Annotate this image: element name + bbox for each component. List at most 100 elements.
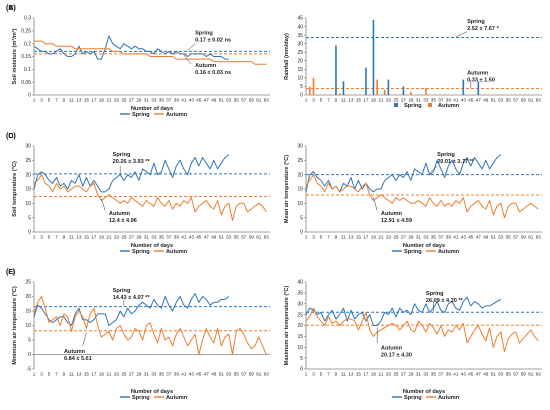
panel-label: (E) [6,269,15,276]
x-tick-label: 19 [99,372,105,377]
x-tick-label: 35 [159,372,165,377]
x-tick-label: 1 [33,98,36,103]
y-tick-label: 20 [297,172,303,178]
x-tick-label: 25 [393,98,399,103]
x-tick-label: 29 [136,98,142,103]
x-tick-label: 1 [305,98,308,103]
x-tick-label: 35 [159,98,165,103]
y-tick-label: 5 [300,84,303,90]
x-tick-label: 9 [335,372,338,377]
x-tick-label: 21 [378,98,384,103]
series-spring [33,154,230,193]
series-line [305,296,502,326]
y-tick-label: 5 [28,215,31,221]
x-axis-title: Number of days [131,389,173,395]
series-autumn [305,174,539,219]
x-tick-label: 43 [461,235,467,240]
x-tick-label: 35 [159,235,165,240]
annotation-text: Spring [437,152,455,158]
y-tick-label: 30 [25,144,31,150]
x-tick-label: 47 [204,98,210,103]
y-tick-label: 0 [28,230,31,236]
y-tick-label: 0.2 [24,41,31,47]
y-tick-label: 30 [297,144,303,150]
x-tick-label: 45 [468,235,474,240]
x-tick-label: 35 [431,98,437,103]
y-tick-label: 45 [297,16,303,22]
annotation-text: Autumn [109,211,131,217]
x-tick-label: 21 [378,235,384,240]
x-tick-label: 35 [431,372,437,377]
x-tick-label: 13 [348,372,354,377]
x-tick-label: 59 [249,235,255,240]
series-line [33,35,229,60]
series-line [33,296,267,355]
legend-label: Autumn [166,249,188,255]
x-tick-label: 23 [114,235,120,240]
y-tick-label: 20 [25,294,31,300]
x-tick-label: 53 [226,98,232,103]
y-tick-label: 20 [297,323,303,329]
x-tick-label: 57 [241,372,247,377]
x-tick-label: 13 [76,372,82,377]
x-tick-label: 31 [416,235,422,240]
x-tick-label: 17 [363,98,369,103]
legend-label: Autumn [438,103,460,109]
x-tick-label: 39 [446,372,452,377]
rain-bar [383,89,386,95]
x-tick-label: 9 [63,372,66,377]
annotation-text: Autumn [381,211,403,217]
y-axis-title: Maximum air temperature (°C) [284,286,290,366]
x-tick-label: 23 [114,98,120,103]
x-tick-label: 5 [48,98,51,103]
x-tick-label: 37 [438,235,444,240]
annotation-text: 0.17 ± 0.02 ns [195,38,231,44]
x-tick-label: 63 [264,235,270,240]
y-tick-label: 0.1 [24,67,31,73]
x-tick-label: 25 [121,98,127,103]
x-tick-label: 23 [386,372,392,377]
y-axis-title: Minimum air temperature (°C) [12,286,18,365]
x-tick-label: 43 [189,98,195,103]
x-tick-label: 51 [219,235,225,240]
x-tick-label: 29 [136,235,142,240]
x-axis-title: Number of days [403,389,445,395]
rain-bar [372,19,375,95]
x-tick-label: 63 [536,98,542,103]
annotation-text: 6.84 ± 5.61 [64,356,92,362]
x-tick-label: 55 [234,372,240,377]
x-tick-label: 21 [106,235,112,240]
series-spring [305,296,502,326]
y-tick-label: 5 [300,215,303,221]
x-tick-label: 27 [401,235,407,240]
x-tick-label: 7 [327,235,330,240]
x-tick-label: 35 [431,235,437,240]
x-tick-label: 55 [234,98,240,103]
rain-bar [402,86,405,95]
y-tick-label: 5 [28,338,31,344]
x-tick-label: 47 [204,372,210,377]
legend-label: Autumn [166,112,188,118]
x-tick-label: 1 [305,235,308,240]
x-tick-label: 49 [483,98,489,103]
series-spring [33,293,230,326]
x-tick-label: 25 [121,372,127,377]
x-tick-label: 29 [408,235,414,240]
x-tick-label: 47 [476,372,482,377]
legend-label: Spring [132,395,150,401]
x-tick-label: 7 [55,98,58,103]
y-tick-label: 0 [300,93,303,99]
annotation-text: 0.16 ± 0.03 ns [195,70,231,76]
legend-label: Spring [132,112,150,118]
annotation-pointer [373,197,378,211]
rain-bar [312,77,315,95]
x-tick-label: 51 [219,98,225,103]
x-tick-label: 61 [256,235,262,240]
series-line [33,154,230,193]
y-tick-label: 15 [25,309,31,315]
